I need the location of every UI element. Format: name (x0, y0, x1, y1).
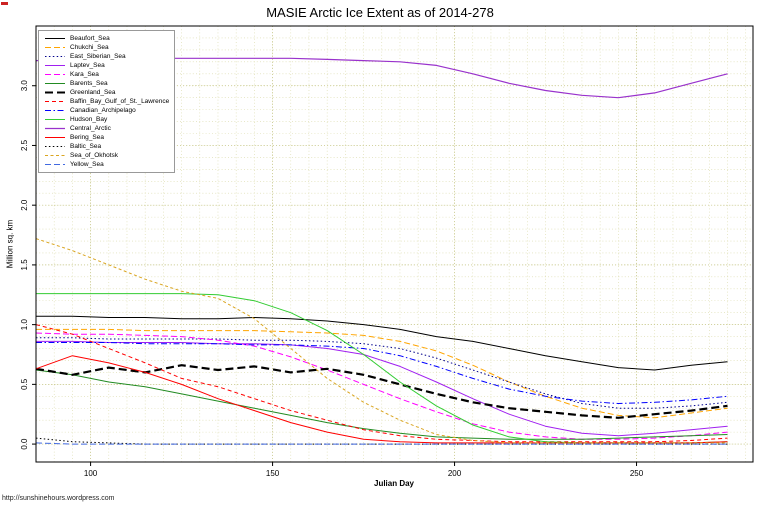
legend-item: Barents_Sea (44, 79, 169, 88)
svg-text:250: 250 (630, 469, 644, 478)
legend-item: East_Siberian_Sea (44, 52, 169, 61)
svg-text:0.0: 0.0 (20, 438, 29, 450)
legend-item: Baffin_Bay_Gulf_of_St._Lawrence (44, 97, 169, 106)
legend-label: Canadian_Archipelago (70, 107, 136, 114)
svg-text:2.0: 2.0 (20, 199, 29, 211)
x-axis-label: Julian Day (373, 479, 415, 488)
legend-line-sample (45, 56, 65, 57)
legend-line-sample (45, 91, 65, 94)
svg-text:1.5: 1.5 (20, 259, 29, 271)
legend-item: Laptev_Sea (44, 61, 169, 70)
svg-text:100: 100 (84, 469, 98, 478)
legend-label: Hudson_Bay (70, 116, 108, 123)
corner-artifact (1, 2, 8, 5)
svg-text:150: 150 (266, 469, 280, 478)
legend-item: Greenland_Sea (44, 88, 169, 97)
legend-line-sample (45, 110, 65, 111)
legend-label: Sea_of_Okhotsk (70, 152, 119, 159)
legend-label: Bering_Sea (70, 134, 104, 141)
legend-line-sample (45, 119, 65, 120)
legend-line-sample (45, 38, 65, 39)
legend-label: Baffin_Bay_Gulf_of_St._Lawrence (70, 98, 170, 105)
svg-text:1.0: 1.0 (20, 319, 29, 331)
legend-item: Beaufort_Sea (44, 34, 169, 43)
legend-line-sample (45, 47, 65, 48)
legend-label: Beaufort_Sea (70, 35, 110, 42)
legend-line-sample (45, 146, 65, 147)
y-axis-label: Million sq. km (5, 219, 15, 269)
legend-item: Yellow_Sea (44, 160, 169, 169)
legend-line-sample (45, 137, 65, 138)
legend: Beaufort_Sea Chukchi_Sea East_Siberian_Sea… (38, 30, 176, 173)
chart-title: MASIE Arctic Ice Extent as of 2014-278 (266, 5, 494, 20)
svg-text:200: 200 (448, 469, 462, 478)
legend-line-sample (45, 164, 65, 165)
legend-item: Hudson_Bay (44, 115, 169, 124)
legend-item: Sea_of_Okhotsk (44, 151, 169, 160)
legend-line-sample (45, 155, 65, 156)
legend-label: Laptev_Sea (70, 62, 105, 69)
legend-label: Greenland_Sea (70, 89, 116, 96)
legend-line-sample (45, 127, 65, 130)
legend-line-sample (45, 101, 65, 102)
legend-item: Baltic_Sea (44, 142, 169, 151)
legend-label: East_Siberian_Sea (70, 53, 126, 60)
legend-label: Kara_Sea (70, 71, 99, 78)
legend-line-sample (45, 65, 65, 66)
svg-text:3.0: 3.0 (20, 80, 29, 92)
legend-label: Baltic_Sea (70, 143, 102, 150)
legend-label: Central_Arctic (70, 125, 111, 132)
watermark-url: http://sunshinehours.wordpress.com (2, 495, 115, 502)
legend-line-sample (45, 74, 65, 75)
legend-item: Chukchi_Sea (44, 43, 169, 52)
legend-label: Barents_Sea (70, 80, 108, 87)
legend-item: Kara_Sea (44, 70, 169, 79)
legend-item: Bering_Sea (44, 133, 169, 142)
legend-label: Chukchi_Sea (70, 44, 109, 51)
legend-line-sample (45, 83, 65, 84)
svg-text:0.5: 0.5 (20, 378, 29, 390)
svg-text:2.5: 2.5 (20, 139, 29, 151)
legend-item: Central_Arctic (44, 124, 169, 133)
legend-label: Yellow_Sea (70, 161, 104, 168)
legend-item: Canadian_Archipelago (44, 106, 169, 115)
